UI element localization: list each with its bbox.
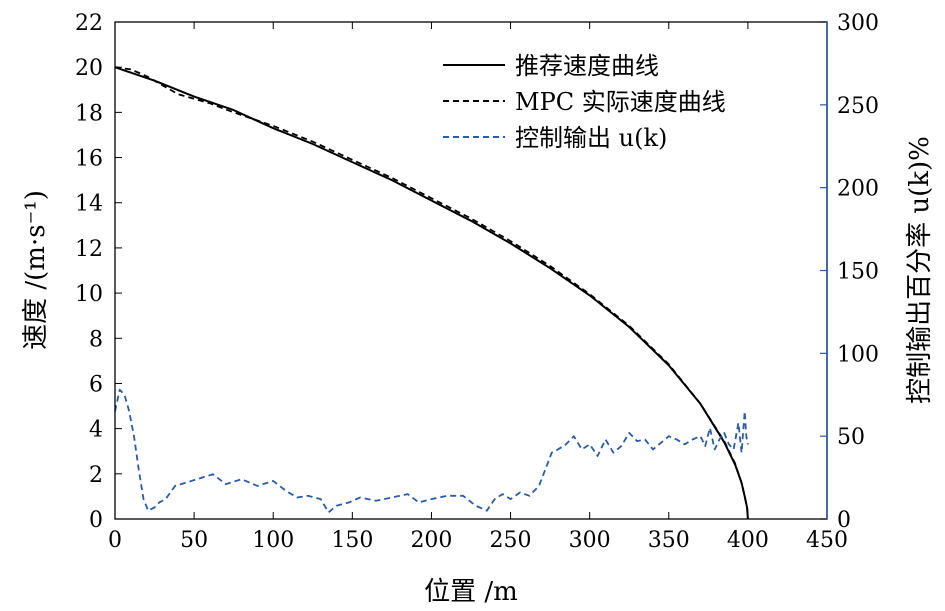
y-right-tick-label: 50 (837, 425, 865, 450)
x-tick-label: 100 (252, 528, 294, 553)
y-left-tick-label: 6 (89, 372, 103, 397)
x-axis-title: 位置 /m (424, 577, 518, 607)
y-right-tick-label: 300 (837, 11, 879, 36)
y-left-tick-label: 22 (75, 11, 103, 36)
y-right-tick-label: 200 (837, 177, 879, 202)
y-right-tick-label: 150 (837, 260, 879, 285)
x-tick-label: 300 (569, 528, 611, 553)
x-tick-label: 450 (806, 528, 848, 553)
series-mpc-speed (114, 66, 749, 520)
legend-label-recommended: 推荐速度曲线 (515, 52, 659, 80)
legend: 推荐速度曲线 MPC 实际速度曲线 控制输出 u(k) (443, 52, 726, 152)
y-left-tick-label: 8 (89, 327, 103, 352)
y-left-tick-label: 20 (75, 56, 103, 81)
y-left-tick-label: 0 (89, 508, 103, 533)
y-left-tick-label: 14 (75, 192, 103, 217)
ticks-layer: 0 50 100 150 200 250 300 350 400 4500246810121416… (75, 11, 879, 553)
y-left-tick-label: 16 (75, 147, 103, 172)
y-left-tick-label: 12 (75, 237, 103, 262)
series-layer (114, 66, 749, 520)
x-tick-label: 0 (108, 528, 122, 553)
x-tick-label: 350 (648, 528, 690, 553)
y-right-tick-label: 0 (837, 508, 851, 533)
y-left-tick-label: 18 (75, 101, 103, 126)
series-control-output (114, 388, 749, 514)
y-axis-left-title: 速度 /(m·s⁻¹) (21, 190, 51, 350)
legend-label-mpc: MPC 实际速度曲线 (515, 88, 726, 116)
y-left-tick-label: 2 (89, 463, 103, 488)
x-tick-label: 150 (331, 528, 373, 553)
y-axis-right-title: 控制输出百分率 u(k)% (905, 136, 935, 404)
x-tick-label: 50 (180, 528, 208, 553)
y-right-tick-label: 100 (837, 342, 879, 367)
x-tick-label: 250 (490, 528, 532, 553)
y-left-tick-label: 4 (89, 418, 103, 443)
y-right-tick-label: 250 (837, 94, 879, 119)
y-left-tick-label: 10 (75, 282, 103, 307)
legend-label-control: 控制输出 u(k) (515, 124, 667, 152)
x-tick-label: 400 (727, 528, 769, 553)
x-tick-label: 200 (410, 528, 452, 553)
